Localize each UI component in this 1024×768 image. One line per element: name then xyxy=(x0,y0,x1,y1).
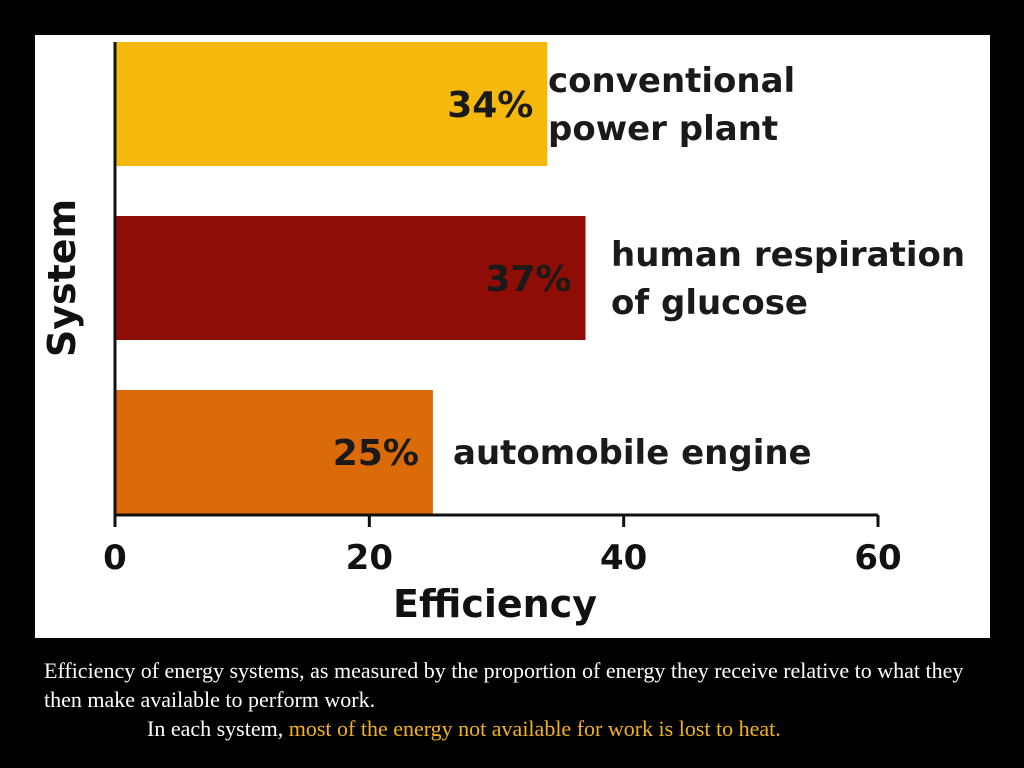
x-tick-label-60: 60 xyxy=(854,538,901,578)
x-axis-title: Efficiency xyxy=(393,582,597,626)
category-label-3-line-1: automobile engine xyxy=(453,433,812,473)
caption-line-1: Efficiency of energy systems, as measure… xyxy=(44,658,964,712)
bar-1 xyxy=(115,42,548,166)
bar-chart: 34% 37% 25% conventional power plant human re… xyxy=(40,42,965,626)
bar-value-label-3: 25% xyxy=(333,433,419,474)
bar-value-label-2: 37% xyxy=(485,259,571,300)
category-label-2-line-1: human respiration xyxy=(611,235,965,275)
caption-highlight: most of the energy not available for wor… xyxy=(288,716,781,741)
x-tick-label-20: 20 xyxy=(346,538,393,578)
y-axis-title: System xyxy=(40,199,84,357)
caption: Efficiency of energy systems, as measure… xyxy=(44,656,1004,743)
bar-3 xyxy=(115,390,433,514)
x-tick-label-40: 40 xyxy=(600,538,647,578)
category-label-2-line-2: of glucose xyxy=(611,283,808,323)
category-label-1-line-2: power plant xyxy=(548,109,778,149)
caption-line-2-lead: In each system, xyxy=(147,716,289,741)
bar-2 xyxy=(115,216,586,340)
category-label-1-line-1: conventional xyxy=(548,61,795,101)
chart-panel: 34% 37% 25% conventional power plant human re… xyxy=(35,35,990,638)
x-tick-label-0: 0 xyxy=(103,538,127,578)
caption-line-2: In each system, most of the energy not a… xyxy=(44,714,1004,743)
bar-value-label-1: 34% xyxy=(447,85,533,126)
